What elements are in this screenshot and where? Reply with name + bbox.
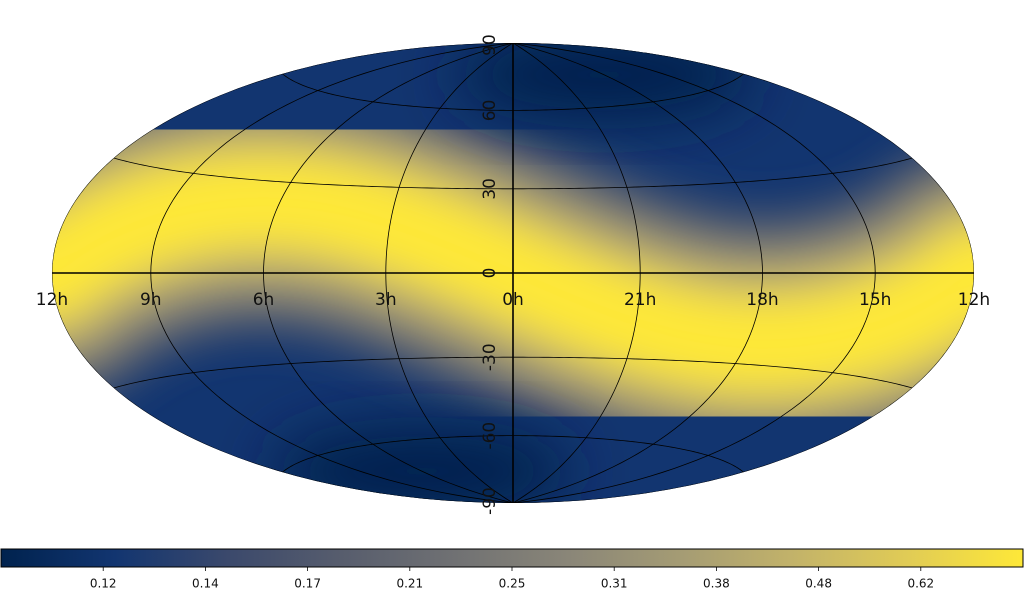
colorbar-label: 0.14 [192, 577, 219, 591]
meridian [150, 43, 514, 503]
lat-label: -60 [480, 422, 500, 450]
colorbar [0, 548, 1024, 568]
lon-label: 21h [624, 290, 656, 310]
lat-label: -90 [480, 487, 500, 515]
meridian [512, 43, 876, 503]
axis-labels: 90 60 30 0 -30 -60 -90 12h 9h 6h 3h 0h 21h 18h 15h 12h [36, 34, 990, 515]
meridian [512, 43, 763, 503]
colorbar-label: 0.48 [805, 577, 832, 591]
lon-label: 12h [958, 290, 990, 310]
lat-label: 60 [480, 100, 500, 122]
meridian [263, 43, 514, 503]
colorbar-label: 0.17 [294, 577, 321, 591]
colorbar-label: 0.12 [90, 577, 117, 591]
colorbar-ticks: 0.12 0.14 0.17 0.21 0.25 0.31 0.38 0.48 0.62 [90, 567, 934, 591]
sky-field [52, 43, 974, 503]
colorbar-label: 0.25 [499, 577, 526, 591]
lon-label: 3h [375, 290, 397, 310]
lon-label: 18h [746, 290, 778, 310]
colorbar-label: 0.31 [601, 577, 628, 591]
colorbar-label: 0.21 [396, 577, 423, 591]
lat-label: -30 [480, 343, 500, 371]
colorbar-label: 0.62 [907, 577, 934, 591]
lon-label: 6h [253, 290, 275, 310]
lat-label: 0 [480, 268, 500, 279]
meridian [512, 43, 641, 503]
lat-label: 30 [480, 178, 500, 200]
lat-label: 90 [480, 34, 500, 56]
lon-label: 9h [140, 290, 162, 310]
lon-label: 12h [36, 290, 68, 310]
lon-label: 15h [859, 290, 891, 310]
colorbar-label: 0.38 [703, 577, 730, 591]
meridian [385, 43, 514, 503]
lon-label: 0h [502, 290, 524, 310]
